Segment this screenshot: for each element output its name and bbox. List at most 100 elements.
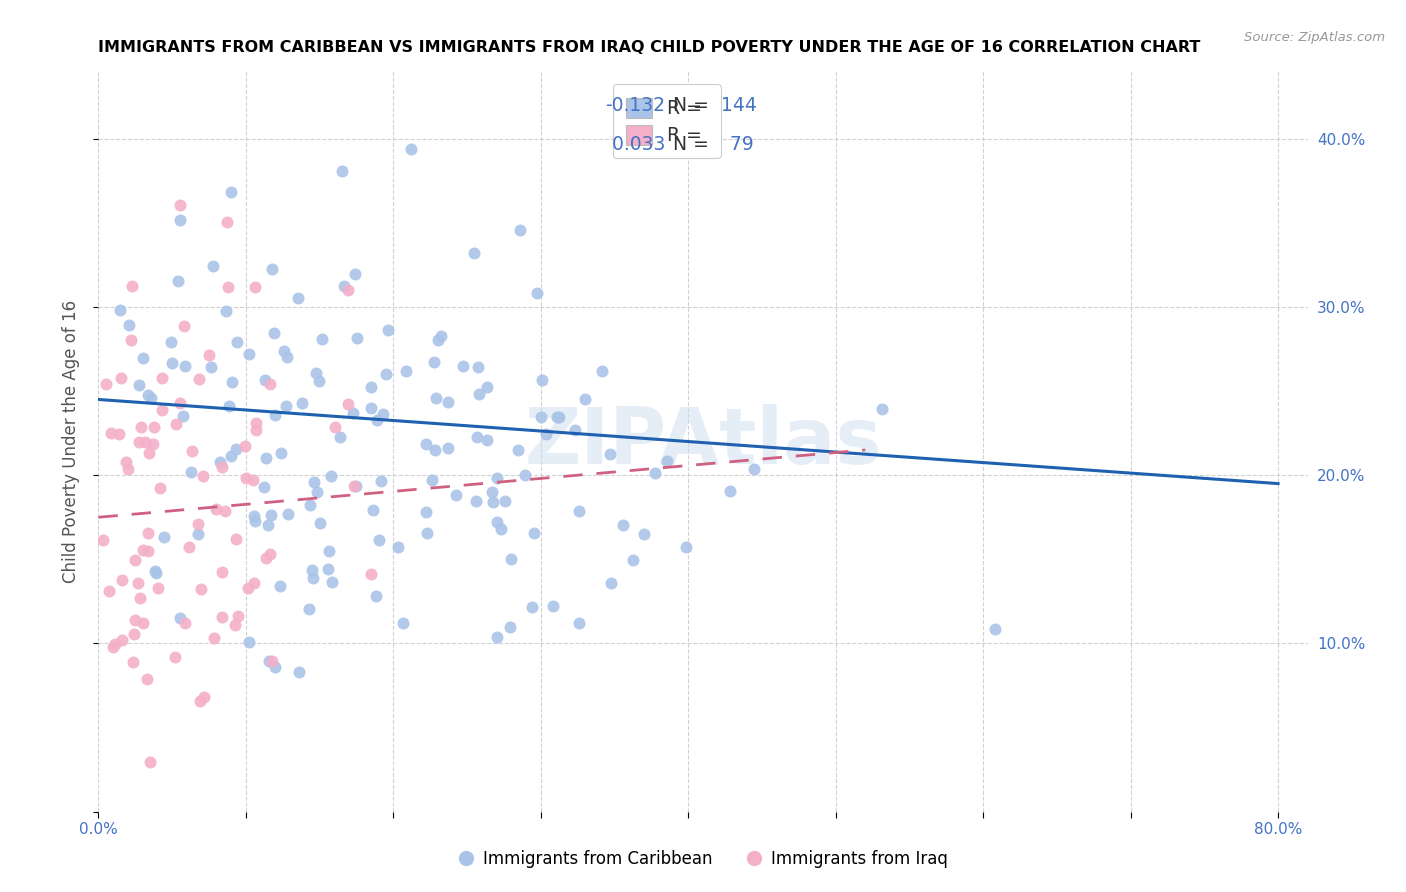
Point	[221, 185, 243, 199]
Point	[165, 650, 187, 665]
Text: ZIPAtlas: ZIPAtlas	[524, 403, 882, 480]
Point	[274, 399, 297, 413]
Point	[188, 371, 211, 385]
Point	[169, 396, 191, 410]
Point	[291, 396, 314, 410]
Point	[111, 632, 134, 647]
Point	[366, 413, 388, 427]
Point	[91, 533, 114, 548]
Point	[591, 364, 613, 378]
Point	[150, 371, 173, 385]
Legend: R = , R = : R = , R =	[613, 85, 721, 158]
Text: 144: 144	[721, 96, 756, 115]
Point	[100, 425, 122, 440]
Point	[173, 318, 195, 333]
Point	[211, 610, 233, 624]
Point	[644, 466, 666, 480]
Point	[318, 562, 340, 576]
Point	[198, 348, 221, 362]
Point	[288, 665, 311, 680]
Point	[305, 485, 328, 500]
Point	[124, 553, 146, 567]
Point	[121, 655, 143, 669]
Point	[599, 447, 621, 461]
Point	[509, 223, 531, 237]
Point	[489, 522, 512, 536]
Point	[361, 502, 384, 516]
Point	[415, 437, 437, 451]
Text: IMMIGRANTS FROM CARIBBEAN VS IMMIGRANTS FROM IRAQ CHILD POVERTY UNDER THE AGE OF: IMMIGRANTS FROM CARIBBEAN VS IMMIGRANTS …	[98, 40, 1201, 55]
Point	[742, 461, 765, 475]
Point	[308, 374, 330, 388]
Point	[298, 498, 321, 512]
Point	[177, 541, 200, 555]
Point	[263, 326, 285, 341]
Point	[513, 467, 536, 482]
Point	[254, 373, 277, 387]
Point	[367, 533, 389, 547]
Point	[146, 581, 169, 595]
Point	[134, 434, 156, 449]
Point	[124, 613, 146, 627]
Point	[612, 518, 634, 533]
Point	[260, 654, 283, 668]
Point	[205, 501, 228, 516]
Point	[238, 347, 260, 361]
Point	[273, 344, 295, 359]
Point	[226, 609, 249, 624]
Point	[475, 433, 498, 447]
Point	[264, 408, 287, 422]
Point	[436, 441, 458, 455]
Point	[149, 481, 172, 495]
Point	[136, 525, 159, 540]
Point	[360, 566, 382, 581]
Point	[366, 589, 388, 603]
Point	[245, 416, 267, 430]
Point	[375, 367, 398, 381]
Point	[377, 323, 399, 337]
Point	[387, 540, 409, 554]
Point	[142, 437, 165, 451]
Point	[308, 516, 330, 530]
Point	[401, 141, 423, 155]
Point	[467, 359, 489, 374]
Point	[242, 473, 264, 487]
Point	[321, 469, 343, 483]
Text: 79: 79	[724, 135, 754, 153]
Point	[243, 508, 266, 523]
Point	[520, 599, 543, 614]
Point	[427, 333, 450, 347]
Point	[104, 637, 127, 651]
Point	[218, 399, 240, 413]
Point	[395, 363, 418, 377]
Point	[128, 434, 150, 449]
Point	[420, 473, 443, 487]
Point	[187, 527, 209, 541]
Point	[318, 544, 340, 558]
Point	[114, 455, 136, 469]
Point	[530, 410, 553, 425]
Point	[302, 475, 325, 489]
Point	[180, 443, 202, 458]
Point	[276, 350, 298, 364]
Point	[468, 387, 491, 401]
Point	[343, 267, 366, 281]
Point	[485, 630, 508, 644]
Text: N =: N =	[673, 135, 709, 153]
Point	[485, 516, 508, 530]
Point	[124, 627, 146, 641]
Point	[342, 406, 364, 420]
Point	[437, 395, 460, 409]
Point	[117, 462, 139, 476]
Point	[253, 480, 276, 494]
Point	[422, 355, 444, 369]
Point	[499, 620, 522, 634]
Point	[187, 517, 209, 532]
Point	[633, 527, 655, 541]
Point	[243, 280, 266, 294]
Point	[574, 392, 596, 407]
Point	[370, 474, 392, 488]
Point	[138, 446, 160, 460]
Point	[129, 591, 152, 606]
Point	[301, 563, 323, 577]
